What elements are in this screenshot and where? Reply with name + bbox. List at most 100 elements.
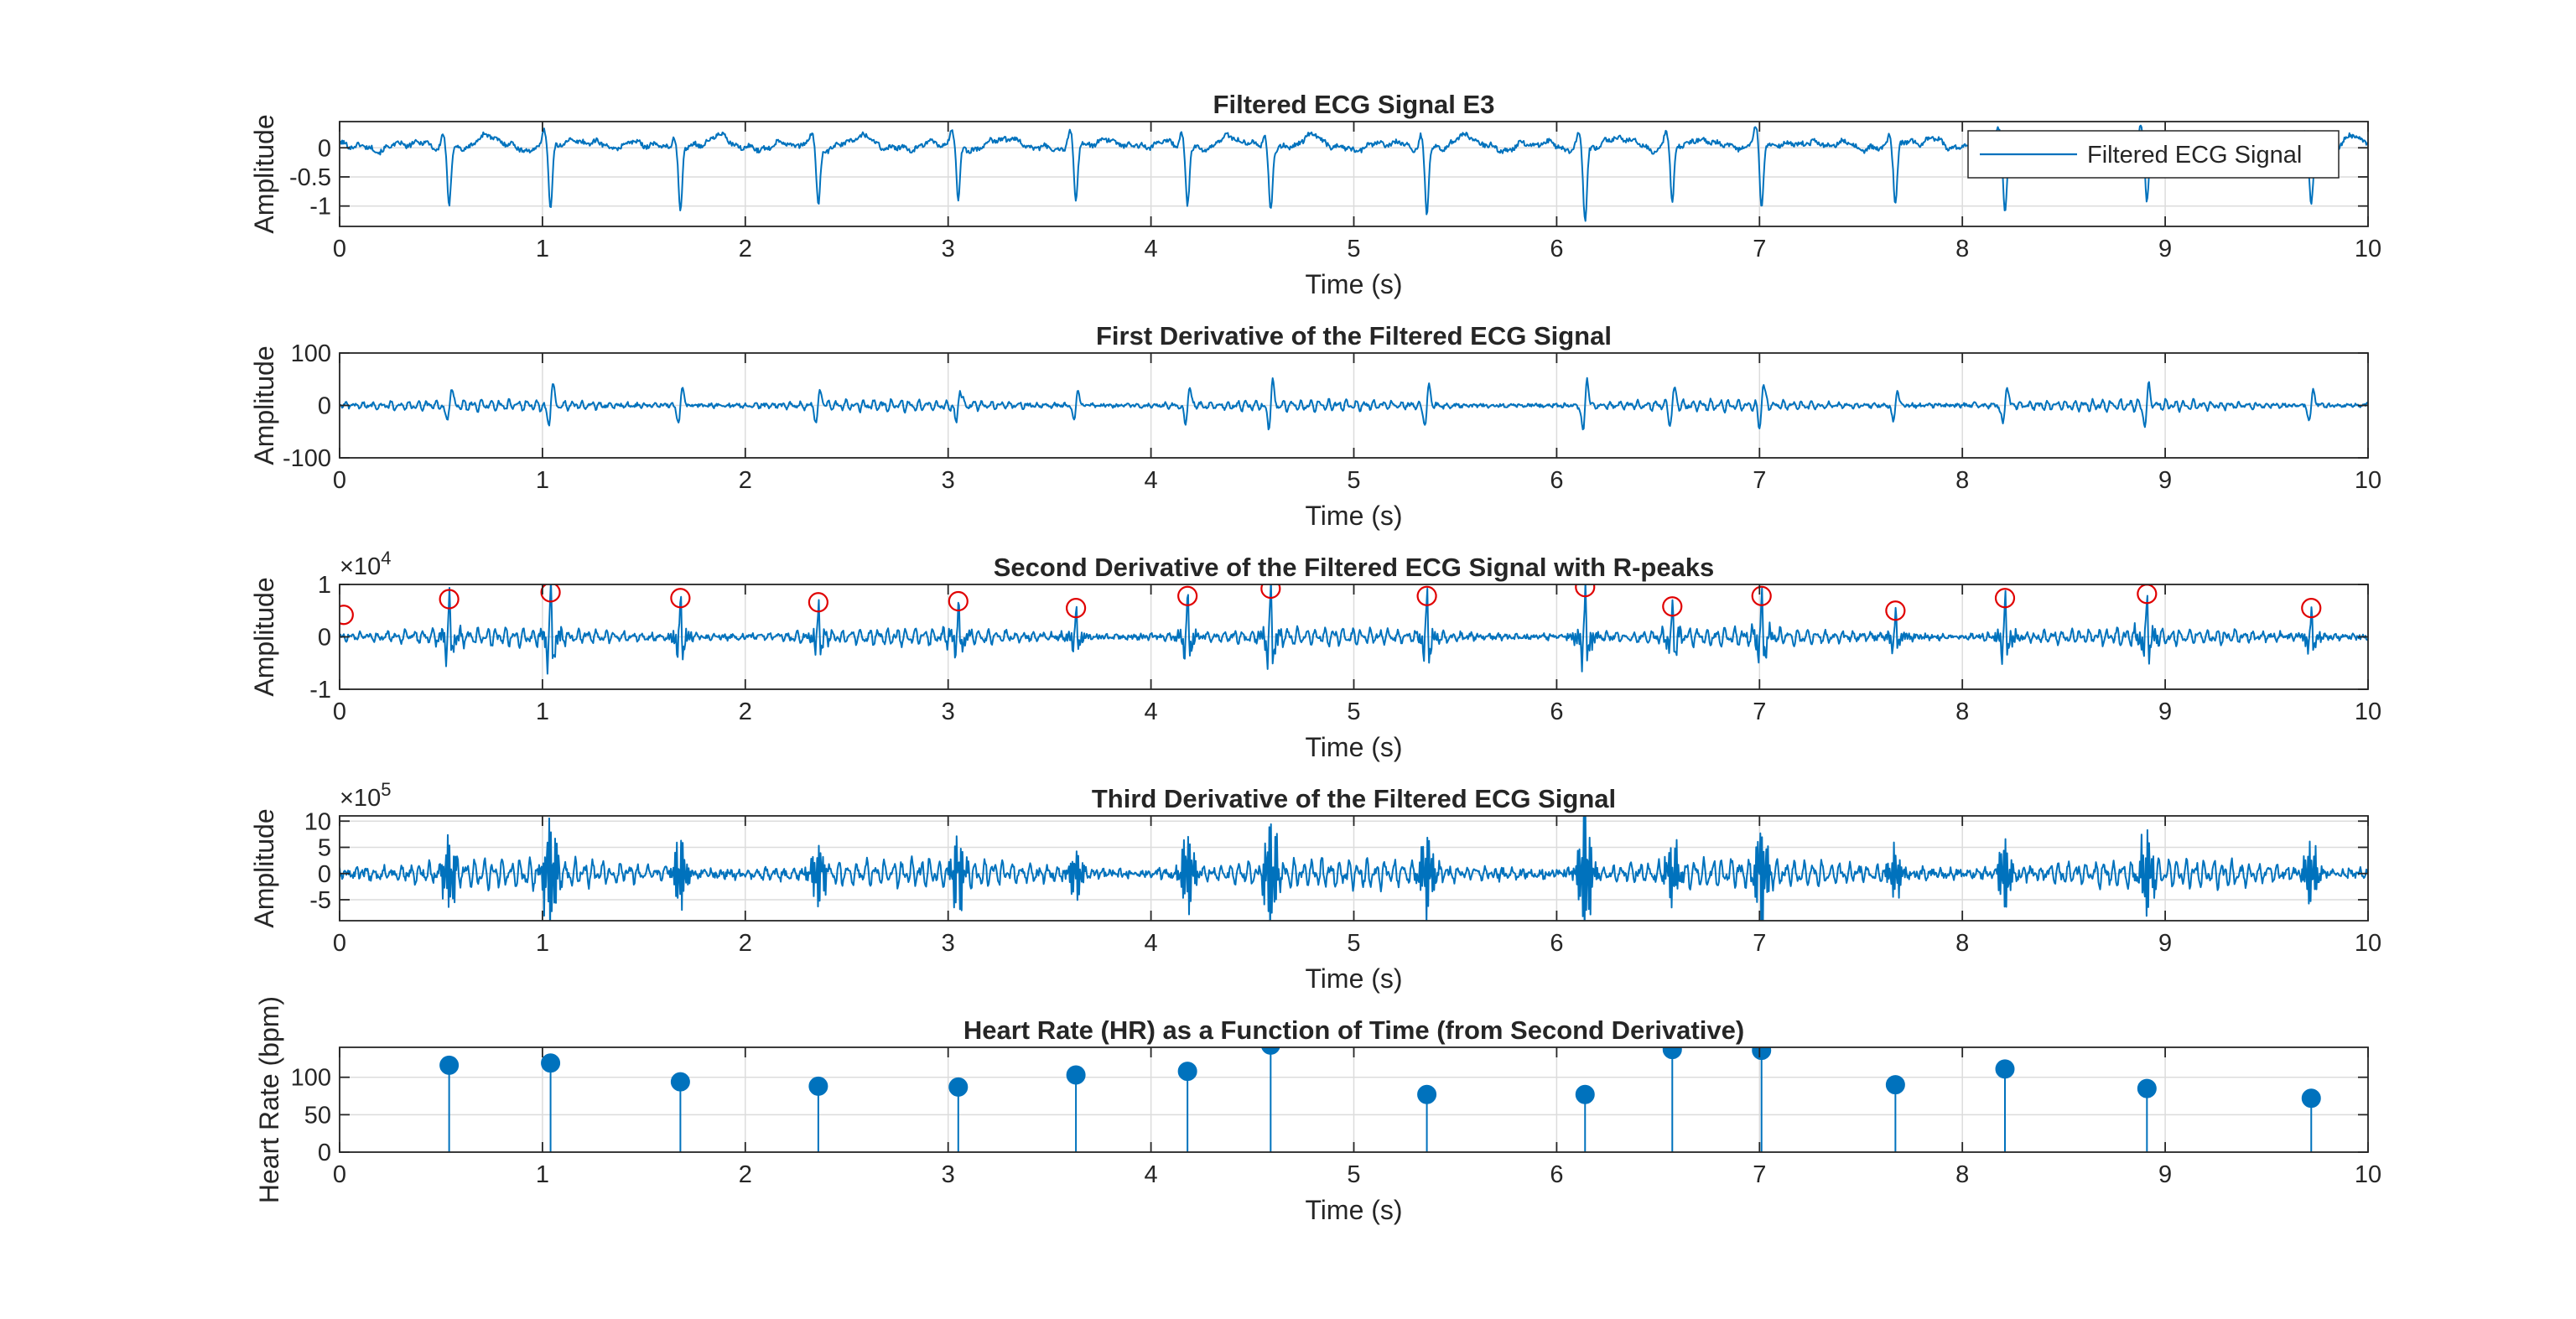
x-tick-label: 3 xyxy=(942,698,955,725)
y-tick-label: 0 xyxy=(318,393,331,420)
plot-area xyxy=(340,584,2368,675)
panel-title: Second Derivative of the Filtered ECG Si… xyxy=(994,553,1715,582)
x-tick-label: 8 xyxy=(1955,467,1969,494)
x-ticks: 0 1 2 3 4 5 6 7 8 9 10 xyxy=(333,816,2381,957)
r-peak-marker xyxy=(948,590,969,612)
x-tick-label: 5 xyxy=(1347,236,1360,262)
r-peak-marker xyxy=(670,588,691,609)
y-tick-label: -0.5 xyxy=(289,164,331,191)
x-tick-label: 8 xyxy=(1955,698,1969,725)
stem-marker xyxy=(948,1077,969,1097)
x-tick-label: 6 xyxy=(1550,1161,1563,1188)
legend: Filtered ECG Signal xyxy=(1967,130,2340,179)
x-tick-label: 1 xyxy=(536,698,549,725)
x-tick-label: 5 xyxy=(1347,467,1360,494)
x-tick-label: 5 xyxy=(1347,1161,1360,1188)
x-tick-label: 5 xyxy=(1347,698,1360,725)
stem-marker xyxy=(2137,1078,2157,1098)
x-tick-label: 0 xyxy=(333,930,346,957)
x-tick-label: 0 xyxy=(333,467,346,494)
x-tick-label: 9 xyxy=(2158,236,2172,262)
legend-entry: Filtered ECG Signal xyxy=(2087,142,2302,169)
stem-marker xyxy=(1417,1084,1437,1104)
x-tick-label: 10 xyxy=(2355,698,2381,725)
x-tick-label: 2 xyxy=(739,236,752,262)
x-axis-label: Time (s) xyxy=(1305,1195,1402,1225)
x-tick-label: 4 xyxy=(1145,236,1158,262)
stem-marker xyxy=(670,1072,690,1092)
x-tick-label: 7 xyxy=(1753,236,1766,262)
r-peak-marker xyxy=(1575,584,1596,598)
stem-marker xyxy=(1066,1065,1086,1085)
axis-exponent: ×105 xyxy=(340,779,391,812)
x-tick-label: 3 xyxy=(942,467,955,494)
x-tick-label: 0 xyxy=(333,698,346,725)
stem-marker xyxy=(541,1053,561,1073)
x-tick-label: 1 xyxy=(536,236,549,262)
r-peak-marker xyxy=(1994,588,2016,609)
y-tick-label: 50 xyxy=(304,1102,331,1129)
y-tick-label: 100 xyxy=(291,340,331,367)
y-tick-label: 0 xyxy=(318,861,331,888)
r-peak-marker xyxy=(340,605,354,626)
y-tick-label: -1 xyxy=(309,194,331,221)
y-ticks: 0-0.5 -1 xyxy=(289,135,2368,221)
r-peak-marker xyxy=(2301,598,2322,619)
y-axis-label: Amplitude xyxy=(249,808,279,927)
r-peak-marker xyxy=(1065,598,1087,619)
y-axis-label: Amplitude xyxy=(249,345,279,465)
r-peak-marker xyxy=(1177,585,1198,606)
series-line xyxy=(340,376,2368,431)
x-tick-label: 10 xyxy=(2355,1161,2381,1188)
x-tick-label: 7 xyxy=(1753,930,1766,957)
x-tick-label: 0 xyxy=(333,236,346,262)
y-tick-label: 5 xyxy=(318,835,331,862)
y-tick-label: -100 xyxy=(283,445,331,472)
x-tick-label: 10 xyxy=(2355,930,2381,957)
stem-marker xyxy=(1752,1047,1772,1061)
y-tick-label: 1 xyxy=(318,572,331,599)
y-ticks: 100 0 -100 xyxy=(283,340,2368,472)
x-ticks: 0 1 2 3 4 5 6 7 8 9 10 xyxy=(333,584,2381,725)
stem-marker xyxy=(2301,1088,2321,1109)
x-tick-label: 9 xyxy=(2158,467,2172,494)
panel-title: Filtered ECG Signal E3 xyxy=(1213,90,1495,119)
y-axis-label: Amplitude xyxy=(249,577,279,696)
stem-marker xyxy=(808,1076,828,1096)
stem-marker xyxy=(1885,1075,1905,1095)
x-tick-label: 1 xyxy=(536,467,549,494)
x-tick-label: 0 xyxy=(333,1161,346,1188)
r-peak-marker xyxy=(1260,584,1281,600)
x-tick-label: 8 xyxy=(1955,1161,1969,1188)
x-tick-label: 8 xyxy=(1955,236,1969,262)
x-axis-label: Time (s) xyxy=(1305,501,1402,531)
plot-area xyxy=(439,1047,2321,1152)
x-tick-label: 10 xyxy=(2355,467,2381,494)
r-peak-markers xyxy=(340,584,2322,626)
y-tick-label: -5 xyxy=(309,887,331,914)
x-tick-label: 4 xyxy=(1145,930,1158,957)
r-peak-marker xyxy=(808,592,828,613)
stem-marker xyxy=(1575,1084,1595,1104)
panel-title: Third Derivative of the Filtered ECG Sig… xyxy=(1092,784,1616,813)
r-peak-marker xyxy=(1751,585,1772,606)
stem-marker xyxy=(1662,1047,1682,1060)
r-peak-marker xyxy=(1885,600,1906,621)
y-tick-label: 100 xyxy=(291,1065,331,1092)
r-peak-marker xyxy=(439,589,460,610)
x-tick-label: 10 xyxy=(2355,236,2381,262)
r-peak-marker xyxy=(1416,585,1437,606)
r-peak-marker xyxy=(1662,596,1683,617)
x-tick-label: 1 xyxy=(536,930,549,957)
x-tick-label: 4 xyxy=(1145,467,1158,494)
y-tick-label: 0 xyxy=(318,1140,331,1166)
y-axis-label: Amplitude xyxy=(249,114,279,233)
series-line xyxy=(340,816,2368,921)
x-tick-label: 7 xyxy=(1753,467,1766,494)
